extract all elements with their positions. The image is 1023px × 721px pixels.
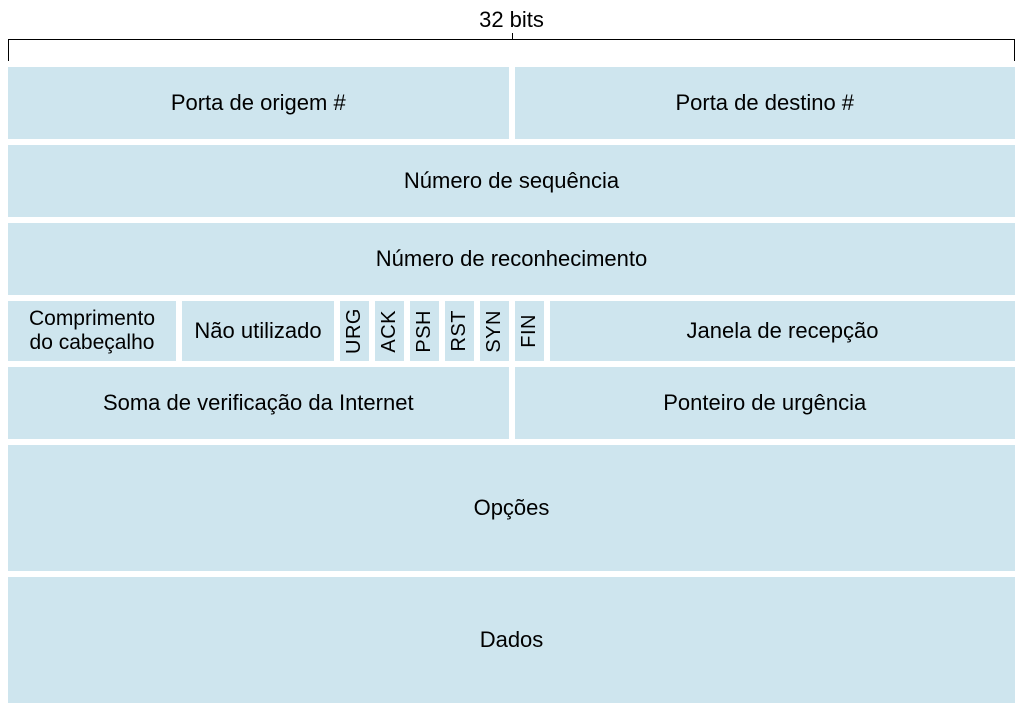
flag-urg-label: URG <box>343 308 366 354</box>
field-data: Dados <box>8 577 1015 703</box>
row-ack: Número de reconhecimento <box>8 223 1015 295</box>
row-seq: Número de sequência <box>8 145 1015 217</box>
row-flags: Comprimentodo cabeçalho Não utilizado UR… <box>8 301 1015 361</box>
field-source-port: Porta de origem # <box>8 67 509 139</box>
flag-psh: PSH <box>410 301 439 361</box>
field-ack-number: Número de reconhecimento <box>8 223 1015 295</box>
row-checksum: Soma de verificação da Internet Ponteiro… <box>8 367 1015 439</box>
width-bracket <box>8 39 1015 61</box>
field-dest-port: Porta de destino # <box>515 67 1016 139</box>
header-grid: Porta de origem # Porta de destino # Núm… <box>8 67 1015 703</box>
flag-ack: ACK <box>375 301 404 361</box>
flag-urg: URG <box>340 301 369 361</box>
flag-rst-label: RST <box>448 310 471 352</box>
field-checksum: Soma de verificação da Internet <box>8 367 509 439</box>
flag-ack-label: ACK <box>378 310 401 353</box>
flag-rst: RST <box>445 301 474 361</box>
field-sequence-number: Número de sequência <box>8 145 1015 217</box>
flag-fin-label: FIN <box>518 314 541 348</box>
field-receive-window: Janela de recepção <box>550 301 1015 361</box>
flag-syn: SYN <box>480 301 509 361</box>
row-options: Opções <box>8 445 1015 571</box>
flag-syn-label: SYN <box>483 310 506 353</box>
flag-fin: FIN <box>515 301 544 361</box>
field-header-length: Comprimentodo cabeçalho <box>8 301 176 361</box>
row-data: Dados <box>8 577 1015 703</box>
field-options: Opções <box>8 445 1015 571</box>
tcp-header-diagram: 32 bits Porta de origem # Porta de desti… <box>0 0 1023 713</box>
field-header-length-label: Comprimentodo cabeçalho <box>23 307 161 355</box>
row-ports: Porta de origem # Porta de destino # <box>8 67 1015 139</box>
flag-psh-label: PSH <box>413 310 436 353</box>
field-urgent-pointer: Ponteiro de urgência <box>515 367 1016 439</box>
field-unused: Não utilizado <box>182 301 334 361</box>
